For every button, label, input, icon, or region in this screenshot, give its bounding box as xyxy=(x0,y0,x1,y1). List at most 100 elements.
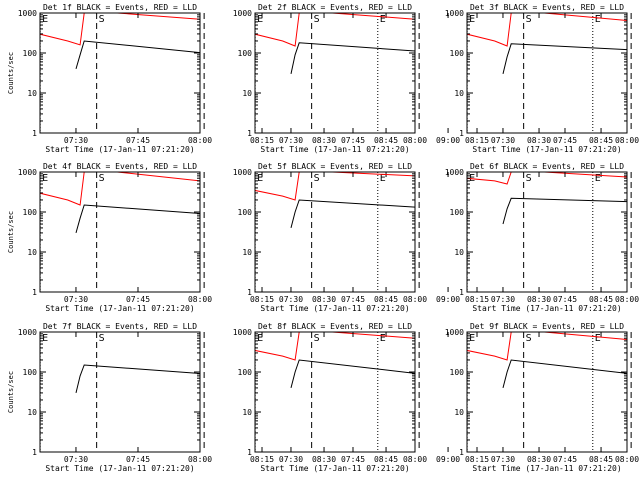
y-tick-label: 1000 xyxy=(233,328,252,337)
x-tick-label: 08:00 xyxy=(188,136,212,145)
marker-label: E xyxy=(380,14,386,25)
x-axis-label: Start Time (17-Jan-11 07:21:20) xyxy=(472,145,621,154)
x-tick-label: 08:30 xyxy=(312,455,336,464)
x-tick-label: 08:15 xyxy=(465,136,489,145)
chart-title: Det 8f BLACK = Events, RED = LLD xyxy=(258,322,412,331)
plot-frame xyxy=(254,171,416,293)
x-tick-label: 07:30 xyxy=(64,455,88,464)
y-tick-label: 100 xyxy=(238,368,253,377)
marker-label: E xyxy=(595,173,601,184)
y-tick-label: 10 xyxy=(454,408,464,417)
y-tick-label: 1000 xyxy=(445,9,464,18)
lld-series-line xyxy=(255,332,415,361)
events-series-line xyxy=(75,40,200,70)
chart-panel-6: Det 6f BLACK = Events, RED = LLDESE11010… xyxy=(445,162,639,313)
x-tick-label: 07:30 xyxy=(279,295,303,304)
y-tick-label: 1000 xyxy=(18,9,37,18)
y-tick-label: 1 xyxy=(32,288,37,297)
y-tick-label: 100 xyxy=(23,368,38,377)
plot-frame xyxy=(466,171,628,293)
x-tick-label: 09:00 xyxy=(436,295,460,304)
x-tick-label: 07:30 xyxy=(491,455,515,464)
x-tick-label: 08:45 xyxy=(374,136,398,145)
x-axis-label: Start Time (17-Jan-11 07:21:20) xyxy=(472,464,621,473)
x-tick-label: 08:00 xyxy=(615,136,639,145)
x-tick-label: 08:45 xyxy=(589,136,613,145)
x-tick-label: 08:45 xyxy=(374,295,398,304)
x-tick-label: 08:45 xyxy=(589,295,613,304)
y-tick-label: 100 xyxy=(23,208,38,217)
plot-frame xyxy=(254,331,416,453)
lld-series-line xyxy=(467,172,627,185)
x-axis-label: Start Time (17-Jan-11 07:21:20) xyxy=(45,464,194,473)
y-axis-label: Counts/sec xyxy=(7,52,15,94)
y-tick-label: 100 xyxy=(450,208,465,217)
marker-label: S xyxy=(526,333,532,344)
chart-title: Det 2f BLACK = Events, RED = LLD xyxy=(258,3,412,12)
marker-label: E xyxy=(469,14,475,25)
y-tick-label: 1 xyxy=(459,129,464,138)
marker-label: S xyxy=(526,173,532,184)
plot-frame xyxy=(39,12,201,134)
marker-label: E xyxy=(42,333,48,344)
x-tick-label: 08:00 xyxy=(615,455,639,464)
y-tick-label: 1000 xyxy=(18,328,37,337)
plot-frame xyxy=(39,331,201,453)
marker-label: S xyxy=(526,14,532,25)
x-tick-label: 07:30 xyxy=(64,295,88,304)
x-tick-label: 08:15 xyxy=(465,455,489,464)
y-tick-label: 1 xyxy=(459,448,464,457)
x-tick-label: 07:45 xyxy=(341,295,365,304)
x-tick-label: 09:00 xyxy=(436,136,460,145)
x-tick-label: 07:45 xyxy=(126,455,150,464)
x-tick-label: 07:45 xyxy=(341,136,365,145)
y-tick-label: 10 xyxy=(242,248,252,257)
y-tick-label: 100 xyxy=(238,208,253,217)
x-tick-label: 08:15 xyxy=(250,455,274,464)
marker-label: E xyxy=(469,333,475,344)
marker-label: S xyxy=(99,173,105,184)
x-tick-label: 08:30 xyxy=(527,455,551,464)
x-tick-label: 08:15 xyxy=(250,295,274,304)
y-tick-label: 1000 xyxy=(445,168,464,177)
x-tick-label: 07:45 xyxy=(553,136,577,145)
y-tick-label: 1 xyxy=(247,448,252,457)
y-tick-label: 1 xyxy=(459,288,464,297)
lld-series-line xyxy=(40,13,200,46)
chart-title: Det 3f BLACK = Events, RED = LLD xyxy=(470,3,624,12)
lld-series-line xyxy=(255,13,415,47)
x-tick-label: 07:45 xyxy=(553,455,577,464)
lld-series-line xyxy=(467,13,627,47)
x-tick-label: 07:30 xyxy=(491,295,515,304)
events-series-line xyxy=(502,43,627,75)
x-tick-label: 08:00 xyxy=(188,295,212,304)
chart-title: Det 4f BLACK = Events, RED = LLD xyxy=(43,162,197,171)
chart-title: Det 5f BLACK = Events, RED = LLD xyxy=(258,162,412,171)
events-series-line xyxy=(290,199,415,229)
events-series-line xyxy=(502,359,627,389)
marker-label: S xyxy=(99,333,105,344)
x-tick-label: 07:30 xyxy=(64,136,88,145)
marker-label: E xyxy=(42,173,48,184)
marker-label: S xyxy=(314,173,320,184)
x-tick-label: 08:30 xyxy=(312,136,336,145)
chart-panel-3: Det 3f BLACK = Events, RED = LLD E S E 1 10 10… xyxy=(445,3,639,154)
x-tick-label: 07:45 xyxy=(126,136,150,145)
y-tick-label: 10 xyxy=(27,248,37,257)
x-axis-label: Start Time (17-Jan-11 07:21:20) xyxy=(45,304,194,313)
x-tick-label: 07:45 xyxy=(341,455,365,464)
lld-series-line xyxy=(40,172,200,206)
marker-label: E xyxy=(380,333,386,344)
y-tick-label: 10 xyxy=(27,89,37,98)
y-axis-label: Counts/sec xyxy=(7,211,15,253)
y-tick-label: 1000 xyxy=(233,9,252,18)
marker-label: E xyxy=(257,14,263,25)
marker-label: E xyxy=(42,14,48,25)
x-tick-label: 08:00 xyxy=(403,295,427,304)
y-tick-label: 100 xyxy=(238,49,253,58)
